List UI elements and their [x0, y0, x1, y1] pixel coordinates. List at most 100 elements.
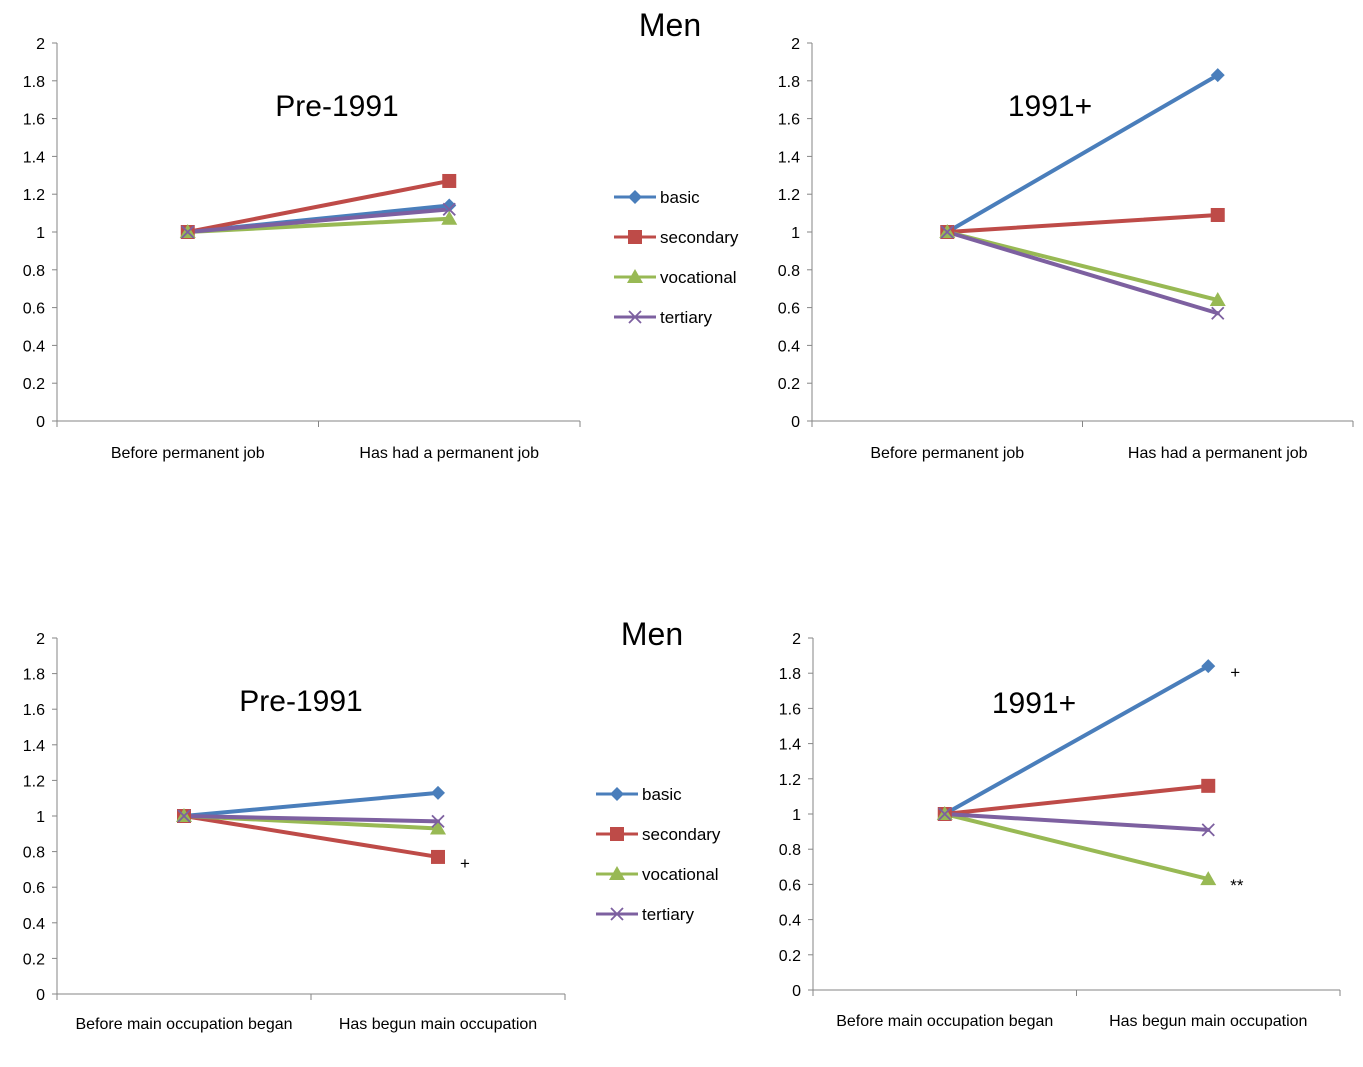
y-tick-label: 0.4: [23, 338, 45, 355]
y-tick-label: 1.2: [23, 187, 45, 204]
y-tick-label: 1.4: [779, 737, 801, 754]
chart-title: 1991+: [1008, 90, 1092, 123]
y-tick-label: 0: [36, 987, 45, 1004]
y-tick-label: 0.2: [23, 951, 45, 968]
x-category-label: Before main occupation began: [836, 1013, 1053, 1030]
significance-annotation: +: [1230, 663, 1240, 682]
data-point-vocational: [1209, 292, 1226, 307]
data-point-basic: [431, 785, 445, 800]
y-tick-label: 2: [36, 36, 45, 53]
chart-2: 0 0.2 0.4 0.6 0.8 1 1.2 1.4 1.6 1.8 2 Before perman…: [778, 36, 1354, 462]
legend-label-basic: basic: [642, 785, 682, 804]
legend-marker-basic: [610, 787, 624, 801]
data-point-secondary: [431, 849, 445, 864]
x-category-label: Before main occupation began: [75, 1016, 292, 1033]
y-tick-label: 1.6: [778, 112, 800, 129]
x-category-label: Has begun main occupation: [1109, 1013, 1307, 1030]
significance-annotation: **: [1230, 876, 1244, 895]
chart-title: 1991+: [992, 687, 1076, 720]
data-point-tertiary: [181, 225, 195, 239]
legend: basic secondary vocational tertiary: [596, 785, 721, 924]
y-tick-label: 0.2: [778, 376, 800, 393]
y-tick-label: 1: [36, 225, 45, 242]
legend: basic secondary vocational tertiary: [614, 188, 739, 327]
y-tick-label: 0.8: [779, 842, 801, 859]
y-tick-label: 0.6: [23, 301, 45, 318]
y-tick-label: 1.6: [23, 112, 45, 129]
y-tick-label: 1: [792, 807, 801, 824]
y-tick-label: 1.8: [779, 666, 801, 683]
y-tick-label: 1.8: [23, 74, 45, 91]
legend-label-tertiary: tertiary: [660, 308, 712, 327]
chart-4: 0 0.2 0.4 0.6 0.8 1 1.2 1.4 1.6 1.8 2 Before main o…: [779, 631, 1341, 1030]
legend-marker-basic: [628, 190, 642, 204]
y-tick-label: 1.6: [23, 702, 45, 719]
series-line-secondary: [945, 212, 1220, 234]
legend-label-secondary: secondary: [660, 228, 739, 247]
x-category-label: Before permanent job: [111, 445, 265, 462]
x-category-label: Has begun main occupation: [339, 1016, 537, 1033]
data-point-tertiary: [1211, 306, 1225, 320]
legend-label-secondary: secondary: [642, 825, 721, 844]
series-line-secondary: [185, 178, 452, 234]
y-tick-label: 1.4: [23, 149, 45, 166]
legend-marker-vocational: [609, 866, 625, 880]
y-tick-label: 0.4: [779, 913, 801, 930]
y-tick-label: 0.6: [23, 880, 45, 897]
data-point-tertiary: [442, 202, 456, 216]
data-point-secondary: [1210, 207, 1225, 222]
legend-marker-secondary: [628, 230, 642, 244]
y-tick-label: 2: [36, 631, 45, 648]
series-line-basic: [945, 73, 1220, 234]
data-point-tertiary: [1201, 823, 1215, 837]
data-point-vocational: [1200, 871, 1217, 886]
data-point-tertiary: [940, 225, 954, 239]
y-tick-label: 1.4: [778, 149, 800, 166]
y-tick-label: 0.4: [778, 338, 800, 355]
series-line-tertiary: [182, 814, 440, 824]
data-point-basic: [1201, 659, 1216, 674]
y-tick-label: 1: [791, 225, 800, 242]
y-tick-label: 1.8: [778, 74, 800, 91]
y-tick-label: 0.2: [23, 376, 45, 393]
x-category-label: Has had a permanent job: [359, 445, 539, 462]
legend-label-vocational: vocational: [660, 268, 737, 287]
data-point-vocational: [441, 210, 458, 225]
chart-3: 0 0.2 0.4 0.6 0.8 1 1.2 1.4 1.6 1.8 2 Before main o…: [23, 616, 683, 1033]
data-point-secondary: [442, 173, 457, 188]
y-tick-label: 0.6: [779, 877, 801, 894]
y-tick-label: 1: [36, 809, 45, 826]
y-tick-label: 1.2: [23, 773, 45, 790]
legend-label-vocational: vocational: [642, 865, 719, 884]
data-point-secondary: [1201, 778, 1216, 793]
y-tick-label: 0: [792, 983, 801, 1000]
y-tick-label: 1.2: [779, 772, 801, 789]
y-tick-label: 0.4: [23, 916, 45, 933]
group-title: Men: [639, 7, 701, 43]
series-line-vocational: [945, 230, 1220, 303]
x-category-label: Has had a permanent job: [1128, 445, 1308, 462]
series-line-basic: [942, 664, 1211, 816]
y-tick-label: 1.6: [779, 701, 801, 718]
chart-title: Pre-1991: [239, 685, 362, 718]
series-line-vocational: [942, 812, 1211, 882]
data-point-tertiary: [431, 814, 445, 828]
data-point-basic: [1210, 68, 1225, 83]
chart-1: 0 0.2 0.4 0.6 0.8 1 1.2 1.4 1.6 1.8 2 Before perman…: [23, 7, 701, 462]
chart-title: Pre-1991: [275, 90, 398, 123]
y-tick-label: 1.2: [778, 187, 800, 204]
series-line-tertiary: [945, 230, 1220, 316]
legend-marker-vocational: [627, 269, 643, 283]
series-line-tertiary: [942, 812, 1211, 832]
y-tick-label: 0.8: [23, 263, 45, 280]
y-tick-label: 1.8: [23, 667, 45, 684]
group-title: Men: [621, 616, 683, 652]
significance-annotation: +: [460, 854, 470, 873]
y-tick-label: 2: [791, 36, 800, 53]
legend-label-tertiary: tertiary: [642, 905, 694, 924]
legend-marker-tertiary: [610, 907, 624, 921]
series-line-tertiary: [185, 207, 452, 234]
legend-marker-tertiary: [628, 310, 642, 324]
data-point-vocational: [430, 820, 446, 835]
